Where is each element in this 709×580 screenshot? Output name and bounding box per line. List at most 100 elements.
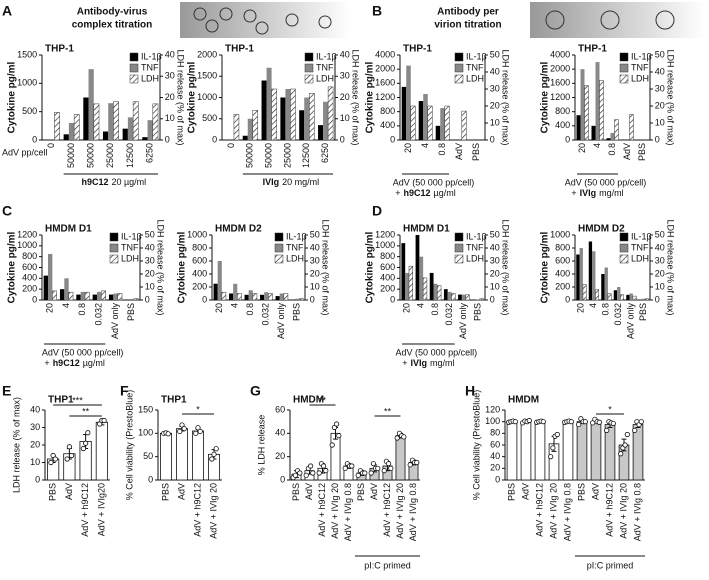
chart-title: THP-1 bbox=[45, 44, 74, 55]
data-point bbox=[52, 456, 58, 462]
bar bbox=[247, 118, 253, 140]
bar bbox=[88, 69, 94, 140]
x-tick-label: 0.8 bbox=[430, 303, 440, 316]
y-tick-label: 2000 bbox=[375, 64, 395, 74]
x-tick-label: AdV bbox=[622, 143, 632, 160]
legend-swatch bbox=[454, 243, 464, 253]
y2-tick-label: 20 bbox=[145, 268, 155, 278]
y2-axis-label: LDH release (% of max) bbox=[666, 219, 676, 315]
group-text-part: IVIg bbox=[263, 177, 280, 187]
bar bbox=[520, 421, 532, 481]
group-text-part: mg/ml bbox=[430, 358, 455, 368]
header-text: Antibody-virus bbox=[77, 7, 148, 18]
y-tick-label: 500 bbox=[202, 113, 217, 123]
legend-label: IL-1β bbox=[466, 231, 487, 241]
y-tick-label: 600 bbox=[380, 262, 395, 272]
data-point bbox=[292, 472, 298, 478]
y-tick-label: 0 bbox=[495, 474, 500, 484]
significance-label: ** bbox=[319, 395, 327, 405]
bar bbox=[595, 62, 600, 141]
group-text-part: + bbox=[402, 358, 407, 368]
x-tick-label: 0.8 bbox=[601, 303, 611, 316]
y-tick-label: 800 bbox=[555, 106, 570, 116]
x-tick-label: PBS bbox=[126, 303, 136, 321]
chart-title: THP1 bbox=[161, 395, 187, 406]
legend-swatch bbox=[619, 243, 629, 253]
bar bbox=[444, 105, 450, 141]
data-point bbox=[83, 440, 89, 446]
bar bbox=[63, 134, 69, 140]
y2-tick-label: 30 bbox=[490, 255, 500, 265]
x-tick-label: 6250 bbox=[145, 143, 155, 163]
panel-letter: F bbox=[120, 383, 129, 399]
legend-swatch bbox=[619, 63, 629, 73]
bar bbox=[591, 125, 596, 140]
bar bbox=[601, 274, 605, 300]
group-text-part: µg/ml bbox=[83, 358, 105, 368]
x-axis-label: AdV (50 000 pp/cell) bbox=[42, 347, 124, 357]
bar bbox=[275, 296, 280, 300]
y2-tick-label: 20 bbox=[490, 268, 500, 278]
legend-label: LDH bbox=[631, 73, 649, 83]
y-tick-label: 60 bbox=[275, 404, 285, 414]
data-point bbox=[540, 419, 546, 425]
data-point bbox=[610, 420, 616, 427]
data-point bbox=[582, 419, 588, 425]
legend-label: TNF bbox=[286, 242, 304, 252]
y-axis-label: % Cell viability (PrestoBlue) bbox=[124, 390, 134, 501]
bar bbox=[437, 285, 442, 301]
x-tick-label: AdV + IVIg 20 bbox=[208, 483, 218, 539]
bar bbox=[127, 117, 134, 140]
x-tick-label: 20 bbox=[577, 143, 587, 153]
group-label: pI:C primed bbox=[364, 560, 411, 570]
bar bbox=[233, 283, 238, 300]
panel-letter: B bbox=[372, 3, 382, 19]
bar bbox=[108, 294, 114, 300]
panel-letter: C bbox=[2, 203, 12, 219]
x-tick-label: AdV + h9C12 bbox=[604, 483, 614, 537]
x-tick-label: AdV + h9C12 bbox=[192, 483, 202, 537]
x-tick-label: PBS bbox=[576, 483, 586, 501]
y2-tick-label: 20 bbox=[165, 92, 175, 102]
x-tick-label: 20 bbox=[403, 143, 413, 153]
bar bbox=[582, 284, 587, 301]
data-point bbox=[320, 463, 327, 469]
bar bbox=[427, 105, 433, 141]
bar bbox=[68, 123, 75, 140]
x-tick-label: 0 bbox=[226, 143, 236, 148]
y2-tick-label: 40 bbox=[145, 242, 155, 252]
x-tick-label: AdV + IVIg 20 bbox=[330, 483, 340, 539]
bar bbox=[142, 137, 148, 140]
bar bbox=[327, 86, 334, 141]
y-tick-label: 400 bbox=[380, 120, 395, 130]
bar bbox=[318, 125, 324, 140]
bar bbox=[440, 108, 445, 140]
data-point bbox=[179, 422, 185, 428]
y2-tick-label: 30 bbox=[310, 255, 320, 265]
legend-label: TNF bbox=[141, 62, 159, 72]
bar bbox=[401, 243, 406, 300]
header-graphic-a bbox=[180, 2, 350, 38]
legend-swatch bbox=[454, 254, 464, 264]
data-point bbox=[568, 419, 574, 425]
legend-swatch bbox=[274, 232, 284, 242]
y-tick-label: 500 bbox=[22, 106, 37, 116]
data-point bbox=[596, 419, 602, 425]
bar bbox=[64, 278, 69, 300]
x-tick-label: 4 bbox=[230, 303, 240, 308]
data-point bbox=[310, 470, 316, 476]
bar bbox=[264, 292, 269, 300]
bar bbox=[159, 432, 172, 481]
data-point bbox=[526, 417, 532, 424]
bar bbox=[419, 256, 424, 300]
x-tick-label: AdV only bbox=[626, 303, 636, 340]
y2-tick-label: 10 bbox=[490, 117, 500, 127]
x-tick-label: PBS bbox=[506, 483, 516, 501]
y-tick-label: 200 bbox=[380, 284, 395, 294]
chart-title: HMDM D2 bbox=[578, 224, 625, 235]
data-point bbox=[512, 419, 518, 425]
bar bbox=[309, 93, 315, 141]
y-tick-label: 20 bbox=[490, 463, 500, 473]
y-tick-label: 1200 bbox=[375, 92, 395, 102]
